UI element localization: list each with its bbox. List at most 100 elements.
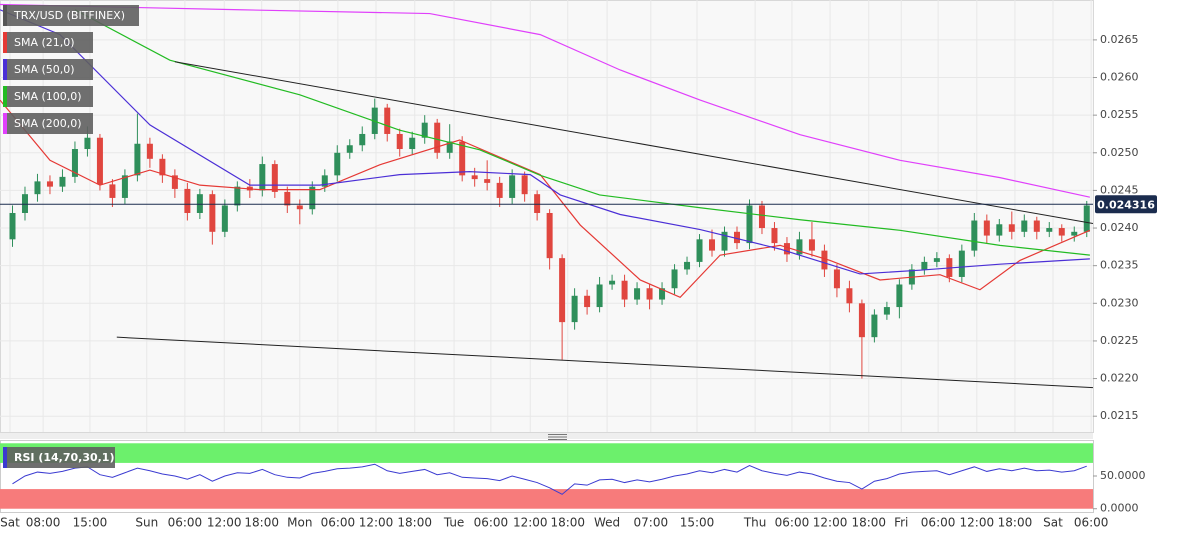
sma-line <box>74 9 1090 256</box>
candle-body <box>109 184 116 198</box>
candle-body <box>559 258 566 323</box>
candle-body <box>796 239 803 255</box>
legend-box <box>3 5 139 26</box>
candle-body <box>446 141 453 153</box>
candle-body <box>159 158 166 176</box>
oversold-band <box>0 489 1093 509</box>
candle-body <box>271 164 278 192</box>
candle-body <box>709 239 716 251</box>
candle-body <box>858 303 865 338</box>
candle-body <box>259 164 266 191</box>
candle-body <box>1071 231 1078 236</box>
legend-box <box>3 86 93 107</box>
candle-body <box>696 239 703 262</box>
candle-body <box>684 261 691 270</box>
y-tick-label: 0.0215 <box>1100 409 1139 422</box>
candle-body <box>496 182 503 198</box>
x-tick-label: 06:00 <box>474 516 509 530</box>
candle-body <box>933 258 940 262</box>
candle-body <box>59 176 66 187</box>
x-tick-label: Fri <box>894 516 908 530</box>
y-tick-label: 0.0255 <box>1100 108 1139 121</box>
candle-body <box>1058 228 1065 236</box>
last-price-label: 0.024316 <box>1097 198 1155 211</box>
main-plot <box>0 0 1093 432</box>
legend-swatch <box>3 32 7 53</box>
sma-line <box>0 3 1091 198</box>
y-tick-label: 0.0245 <box>1100 183 1139 196</box>
legend-swatch <box>3 59 7 80</box>
y-tick-label: 0.0265 <box>1100 33 1139 46</box>
candle-body <box>196 194 203 213</box>
candle-body <box>646 288 653 300</box>
candle-body <box>34 181 41 195</box>
candle-body <box>996 224 1003 236</box>
legend-label: SMA (200,0) <box>14 117 82 130</box>
x-tick-label: 18:00 <box>550 516 585 530</box>
candle-body <box>46 181 53 187</box>
candle-body <box>121 175 128 198</box>
candle-body <box>746 205 753 244</box>
y-tick-label: 0.0235 <box>1100 259 1139 272</box>
x-tick-label: Mon <box>287 516 312 530</box>
candle-body <box>983 220 990 236</box>
y-tick-label: 0.0225 <box>1100 334 1139 347</box>
x-tick-label: Sun <box>135 516 158 530</box>
x-tick-label: 06:00 <box>321 516 356 530</box>
candle-body <box>409 137 416 150</box>
legend-box <box>3 447 115 468</box>
candle-body <box>571 295 578 323</box>
candle-body <box>71 149 78 177</box>
x-tick-label: 06:00 <box>921 516 956 530</box>
sma-line <box>0 9 1090 275</box>
sma-line <box>0 99 1091 298</box>
x-tick-label: 12:00 <box>207 516 242 530</box>
x-tick-label: Wed <box>594 516 620 530</box>
candle-body <box>421 122 428 138</box>
candle-body <box>434 122 441 153</box>
candle-body <box>484 179 491 183</box>
panel-separator <box>0 433 1093 439</box>
legend-swatch <box>3 86 7 107</box>
x-tick-label: 18:00 <box>397 516 432 530</box>
candle-body <box>584 295 591 308</box>
candle-body <box>534 194 541 213</box>
candle-body <box>833 269 840 289</box>
y-tick-label: 0.0220 <box>1100 372 1139 385</box>
rsi-line <box>12 463 1087 495</box>
resize-handle[interactable] <box>548 434 567 440</box>
candle-body <box>171 175 178 189</box>
legend-label: SMA (100,0) <box>14 90 82 103</box>
x-tick-label: 06:00 <box>1074 516 1109 530</box>
x-tick-label: 15:00 <box>680 516 715 530</box>
x-tick-label: 06:00 <box>775 516 810 530</box>
candle-body <box>184 188 191 213</box>
candle-body <box>334 152 341 176</box>
legend-box <box>3 113 93 134</box>
x-tick-label: 18:00 <box>998 516 1033 530</box>
candle-body <box>346 145 353 153</box>
axes: Sat 08:00 15:00 Sun 06:00 12:00 18:00 Mon 06:00 1… <box>0 5 1157 530</box>
legend-box <box>3 59 93 80</box>
candle-body <box>359 133 366 146</box>
candle-body <box>384 107 391 134</box>
x-tick-label: Tue <box>443 516 465 530</box>
legend-label: TRX/USD (BITFINEX) <box>13 9 125 22</box>
legend-swatch <box>3 447 7 468</box>
x-tick-label: 06:00 <box>168 516 203 530</box>
candle-body <box>621 280 628 300</box>
candle-body <box>546 212 553 259</box>
candle-body <box>234 186 241 206</box>
candle-body <box>871 314 878 338</box>
candle-body <box>758 205 765 229</box>
candle-body <box>21 194 28 213</box>
candle-body <box>521 175 528 195</box>
candle-body <box>783 243 790 255</box>
candle-body <box>396 133 403 150</box>
candle-body <box>721 231 728 251</box>
y-tick-label: 0.0240 <box>1100 221 1139 234</box>
x-tick-label: 12:00 <box>813 516 848 530</box>
x-tick-label: 12:00 <box>513 516 548 530</box>
x-tick-label: Sat <box>1043 516 1063 530</box>
candle-body <box>1021 220 1028 232</box>
